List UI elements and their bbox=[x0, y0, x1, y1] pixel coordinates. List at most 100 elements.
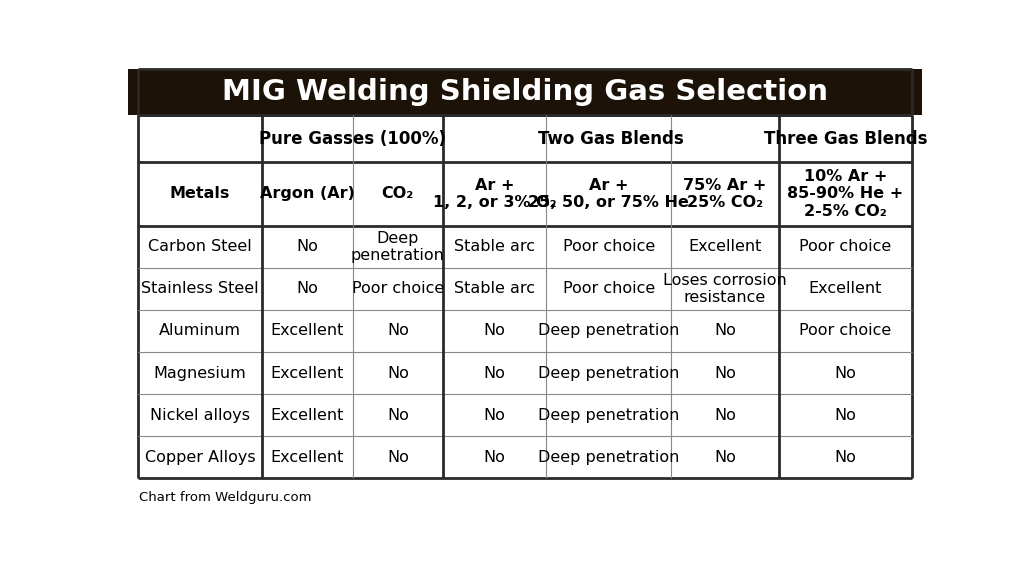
Bar bbox=[137, 436, 262, 478]
Text: Poor choice: Poor choice bbox=[351, 281, 444, 296]
Text: No: No bbox=[483, 408, 506, 423]
Text: No: No bbox=[297, 239, 318, 255]
Bar bbox=[778, 310, 912, 352]
Bar bbox=[352, 310, 443, 352]
Text: Deep penetration: Deep penetration bbox=[538, 323, 679, 339]
Bar bbox=[778, 162, 912, 226]
Text: No: No bbox=[714, 450, 736, 464]
Bar bbox=[137, 115, 912, 478]
Text: Ar +
1, 2, or 3% O₂: Ar + 1, 2, or 3% O₂ bbox=[433, 178, 556, 210]
Text: No: No bbox=[387, 323, 409, 339]
Bar bbox=[443, 436, 547, 478]
Text: No: No bbox=[835, 408, 856, 423]
Text: No: No bbox=[714, 408, 736, 423]
Bar bbox=[547, 226, 671, 268]
Bar bbox=[262, 115, 443, 162]
Bar bbox=[778, 436, 912, 478]
Bar bbox=[137, 310, 262, 352]
Text: No: No bbox=[387, 450, 409, 464]
Bar bbox=[778, 352, 912, 394]
Text: No: No bbox=[387, 408, 409, 423]
Text: Ar +
25, 50, or 75% He: Ar + 25, 50, or 75% He bbox=[528, 178, 689, 210]
Text: Deep penetration: Deep penetration bbox=[538, 450, 679, 464]
Bar bbox=[352, 226, 443, 268]
Text: Chart from Weldguru.com: Chart from Weldguru.com bbox=[139, 491, 311, 504]
Bar bbox=[137, 394, 262, 436]
Bar bbox=[547, 268, 671, 310]
Bar bbox=[547, 436, 671, 478]
Bar bbox=[262, 436, 352, 478]
Text: Magnesium: Magnesium bbox=[154, 366, 247, 380]
Bar bbox=[778, 394, 912, 436]
Text: Aluminum: Aluminum bbox=[159, 323, 241, 339]
Bar bbox=[443, 162, 547, 226]
Bar bbox=[137, 268, 262, 310]
Text: Poor choice: Poor choice bbox=[800, 239, 892, 255]
Bar bbox=[547, 310, 671, 352]
Text: Stable arc: Stable arc bbox=[455, 239, 536, 255]
Bar bbox=[352, 394, 443, 436]
Bar bbox=[443, 394, 547, 436]
Text: No: No bbox=[835, 450, 856, 464]
Bar bbox=[443, 352, 547, 394]
Text: No: No bbox=[483, 450, 506, 464]
Text: Deep penetration: Deep penetration bbox=[538, 366, 679, 380]
Bar bbox=[778, 115, 912, 162]
Bar bbox=[671, 436, 778, 478]
Bar bbox=[443, 115, 778, 162]
Bar bbox=[443, 268, 547, 310]
Bar bbox=[137, 352, 262, 394]
Text: Excellent: Excellent bbox=[270, 450, 344, 464]
Bar bbox=[443, 226, 547, 268]
Bar bbox=[671, 394, 778, 436]
Bar bbox=[547, 162, 671, 226]
Text: Poor choice: Poor choice bbox=[562, 281, 654, 296]
Text: Pure Gasses (100%): Pure Gasses (100%) bbox=[259, 129, 446, 148]
Text: MIG Welding Shielding Gas Selection: MIG Welding Shielding Gas Selection bbox=[222, 78, 827, 106]
Text: No: No bbox=[483, 323, 506, 339]
Text: 75% Ar +
25% CO₂: 75% Ar + 25% CO₂ bbox=[683, 178, 767, 210]
Text: Argon (Ar): Argon (Ar) bbox=[260, 186, 355, 201]
Text: No: No bbox=[835, 366, 856, 380]
Bar bbox=[671, 268, 778, 310]
Text: Excellent: Excellent bbox=[270, 323, 344, 339]
Text: Nickel alloys: Nickel alloys bbox=[150, 408, 250, 423]
Bar bbox=[671, 310, 778, 352]
Text: Poor choice: Poor choice bbox=[562, 239, 654, 255]
Bar bbox=[262, 310, 352, 352]
Text: Copper Alloys: Copper Alloys bbox=[144, 450, 255, 464]
Text: No: No bbox=[297, 281, 318, 296]
Bar bbox=[262, 162, 352, 226]
Text: Deep
penetration: Deep penetration bbox=[351, 231, 444, 263]
Bar bbox=[778, 268, 912, 310]
Bar bbox=[547, 394, 671, 436]
Text: Deep penetration: Deep penetration bbox=[538, 408, 679, 423]
Text: Carbon Steel: Carbon Steel bbox=[148, 239, 252, 255]
Bar bbox=[352, 352, 443, 394]
Text: No: No bbox=[483, 366, 506, 380]
Text: CO₂: CO₂ bbox=[382, 186, 414, 201]
Text: Metals: Metals bbox=[170, 186, 230, 201]
Bar bbox=[262, 394, 352, 436]
Bar bbox=[137, 226, 262, 268]
Text: Three Gas Blends: Three Gas Blends bbox=[764, 129, 927, 148]
Bar bbox=[352, 162, 443, 226]
Bar bbox=[137, 162, 262, 226]
Bar bbox=[671, 162, 778, 226]
Bar bbox=[671, 226, 778, 268]
Text: Two Gas Blends: Two Gas Blends bbox=[538, 129, 684, 148]
Bar bbox=[262, 226, 352, 268]
Text: Stainless Steel: Stainless Steel bbox=[141, 281, 259, 296]
Text: No: No bbox=[714, 366, 736, 380]
Bar bbox=[443, 310, 547, 352]
Text: Loses corrosion
resistance: Loses corrosion resistance bbox=[663, 273, 786, 305]
Text: 10% Ar +
85-90% He +
2-5% CO₂: 10% Ar + 85-90% He + 2-5% CO₂ bbox=[787, 169, 903, 219]
Bar bbox=[128, 69, 922, 115]
Text: No: No bbox=[714, 323, 736, 339]
Bar bbox=[262, 268, 352, 310]
Text: Poor choice: Poor choice bbox=[800, 323, 892, 339]
Bar bbox=[262, 352, 352, 394]
Bar bbox=[547, 352, 671, 394]
Bar bbox=[352, 268, 443, 310]
Text: No: No bbox=[387, 366, 409, 380]
